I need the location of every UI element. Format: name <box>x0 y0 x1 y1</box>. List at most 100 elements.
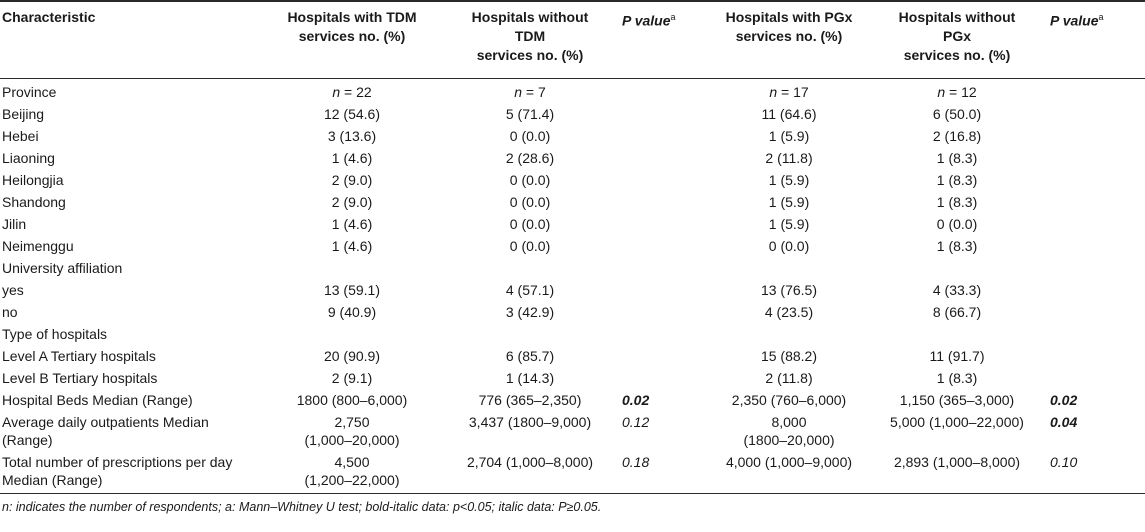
cell-text: 0 (0.0) <box>936 216 978 232</box>
p-value-tdm-cell: 0.12 <box>614 413 706 453</box>
p-value-tdm-cell <box>614 237 706 259</box>
pgx-without-cell: 5,000 (1,000–22,000) <box>872 413 1042 453</box>
header-line: Hospitals with TDM <box>287 9 417 25</box>
cell-text: 0.10 <box>1050 454 1078 470</box>
pgx-without-cell: 8 (66.7) <box>872 303 1042 325</box>
p-value-tdm-cell <box>614 105 706 127</box>
cell-text: Liaoning <box>2 150 55 166</box>
tdm-with-cell: 3 (13.6) <box>258 127 446 149</box>
cell-text: 1 (8.3) <box>936 150 978 166</box>
footnote-marker: a <box>1098 12 1104 22</box>
cell-text: n = 12 <box>937 84 977 100</box>
cell-text: 20 (90.9) <box>323 348 381 364</box>
tdm-without-cell: 2 (28.6) <box>446 149 614 171</box>
row-label: Type of hospitals <box>0 325 258 347</box>
pgx-with-cell: 15 (88.2) <box>706 347 872 369</box>
p-value-tdm-cell <box>614 259 706 281</box>
row-label: Hospital Beds Median (Range) <box>0 391 258 413</box>
row-label: Province <box>0 79 258 106</box>
cell-text-second-line: (1,200–22,000) <box>304 472 400 488</box>
tdm-with-cell: 13 (59.1) <box>258 281 446 303</box>
pgx-without-cell: 0 (0.0) <box>872 215 1042 237</box>
table-row: Hebei 3 (13.6) 0 (0.0) 1 (5.9) 2 (16.8) <box>0 127 1145 149</box>
cell-text: 3,437 (1800–9,000) <box>468 414 592 430</box>
table-row: Type of hospitals <box>0 325 1145 347</box>
cell-text: Shandong <box>2 194 66 210</box>
tdm-with-cell: 1 (4.6) <box>258 149 446 171</box>
cell-text: 4,000 (1,000–9,000) <box>725 454 853 470</box>
row-label: Liaoning <box>0 149 258 171</box>
p-value-tdm-cell <box>614 215 706 237</box>
header-line: TDM <box>514 28 546 44</box>
cell-text: Level B Tertiary hospitals <box>2 370 158 386</box>
cell-text: 0.18 <box>622 454 650 470</box>
tdm-without-cell: 4 (57.1) <box>446 281 614 303</box>
cell-text: University affiliation <box>2 260 123 276</box>
cell-text: 12 (54.6) <box>323 106 381 122</box>
p-value-pgx-cell: 0.02 <box>1042 391 1145 413</box>
cell-text: 4 (33.3) <box>932 282 982 298</box>
table-header: Characteristic Hospitals with TDM services… <box>0 1 1145 79</box>
row-label: Jilin <box>0 215 258 237</box>
tdm-without-cell: 0 (0.0) <box>446 215 614 237</box>
cell-text: 2 (11.8) <box>765 150 813 166</box>
tdm-without-cell: 3 (42.9) <box>446 303 614 325</box>
pgx-with-cell <box>706 325 872 347</box>
tdm-without-cell <box>446 259 614 281</box>
cell-text: 8 (66.7) <box>932 304 982 320</box>
cell-text: 1 (5.9) <box>768 216 810 232</box>
p-value-tdm-cell <box>614 193 706 215</box>
tdm-with-cell: 2 (9.0) <box>258 171 446 193</box>
header-line: P valuea <box>622 8 704 31</box>
cell-text: 0.04 <box>1050 414 1078 430</box>
cell-text: 1 (4.6) <box>331 238 373 254</box>
tdm-with-cell: n = 22 <box>258 79 446 106</box>
pgx-without-cell: 1 (8.3) <box>872 149 1042 171</box>
row-label: University affiliation <box>0 259 258 281</box>
cell-text: 3 (42.9) <box>505 304 555 320</box>
p-value-tdm-cell <box>614 127 706 149</box>
cell-text: 1 (5.9) <box>768 128 810 144</box>
pgx-without-cell: 2,893 (1,000–8,000) <box>872 453 1042 494</box>
cell-text: Jilin <box>2 216 27 232</box>
p-value-tdm-cell <box>614 347 706 369</box>
cell-text: 15 (88.2) <box>760 348 818 364</box>
pgx-without-cell <box>872 325 1042 347</box>
cell-text: Average daily outpatients Median <box>2 414 209 430</box>
cell-text: 4 (57.1) <box>505 282 555 298</box>
cell-text: 13 (76.5) <box>760 282 818 298</box>
p-value-pgx-cell <box>1042 281 1145 303</box>
header-line: services no. (%) <box>903 47 1011 63</box>
header-row: Characteristic Hospitals with TDM services… <box>0 1 1145 79</box>
p-value-tdm-cell <box>614 281 706 303</box>
pgx-without-cell: 6 (50.0) <box>872 105 1042 127</box>
pgx-with-cell: 2,350 (760–6,000) <box>706 391 872 413</box>
header-line: services no. (%) <box>298 28 406 44</box>
header-line: services no. (%) <box>476 47 584 63</box>
pgx-without-cell: 11 (91.7) <box>872 347 1042 369</box>
cell-text: n = 7 <box>514 84 546 100</box>
cell-text: 1 (4.6) <box>331 216 373 232</box>
p-value-tdm-cell: 0.02 <box>614 391 706 413</box>
cell-text: 0 (0.0) <box>768 238 810 254</box>
pgx-without-cell: 2 (16.8) <box>872 127 1042 149</box>
table-row: Heilongjia 2 (9.0) 0 (0.0) 1 (5.9) 1 (8.3) <box>0 171 1145 193</box>
cell-text: 0.02 <box>622 392 650 408</box>
cell-text: 2 (11.8) <box>765 370 813 386</box>
table-row: Level A Tertiary hospitals 20 (90.9) 6 (85… <box>0 347 1145 369</box>
cell-text: 3 (13.6) <box>327 128 377 144</box>
cell-text: Hospital Beds Median (Range) <box>2 392 193 408</box>
tdm-without-cell <box>446 325 614 347</box>
p-value-pgx-cell <box>1042 325 1145 347</box>
cell-text: 4 (23.5) <box>764 304 814 320</box>
cell-text: 4,500 <box>334 454 370 470</box>
p-value-pgx-cell <box>1042 347 1145 369</box>
cell-text: 2,750 <box>334 414 370 430</box>
cell-text-second-line: (1,000–20,000) <box>304 432 400 448</box>
cell-text: 2 (9.0) <box>331 172 373 188</box>
p-value-tdm-cell <box>614 325 706 347</box>
row-label: Hebei <box>0 127 258 149</box>
cell-text: 2,893 (1,000–8,000) <box>893 454 1021 470</box>
p-value-pgx-cell <box>1042 127 1145 149</box>
